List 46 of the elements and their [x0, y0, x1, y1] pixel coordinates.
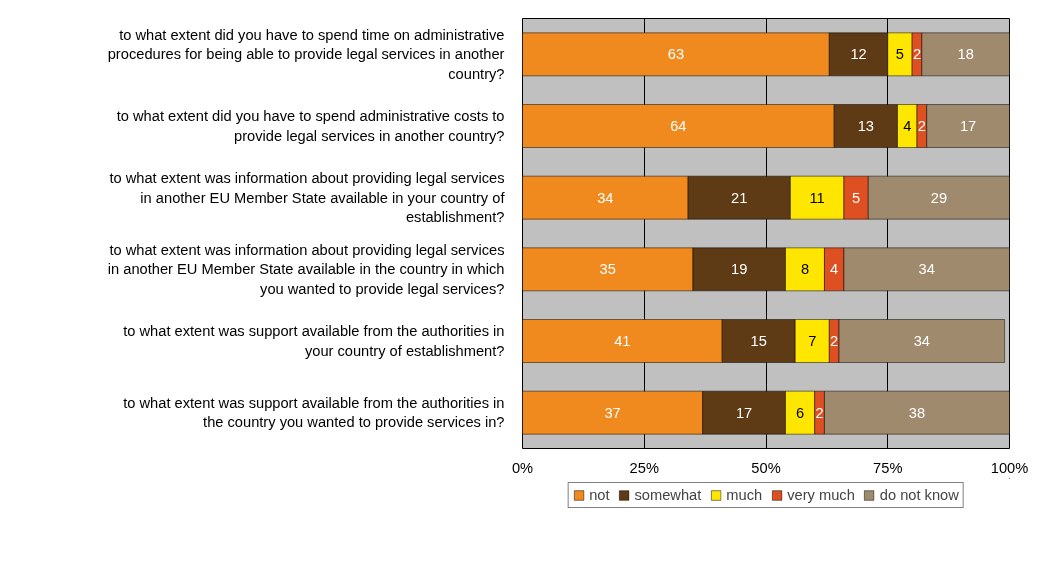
data-label: 4 — [903, 118, 912, 134]
data-label: 38 — [908, 404, 926, 421]
legend-label: not — [589, 487, 610, 503]
legend-label: somewhat — [634, 487, 702, 503]
data-label: 19 — [731, 261, 748, 278]
data-label: 2 — [917, 118, 926, 134]
data-label: 11 — [809, 189, 825, 206]
data-label: 29 — [930, 189, 948, 206]
data-label: 34 — [597, 189, 614, 206]
y-tick-label: to what extent was support available from the authorities in the country you wanted to provide services in? — [123, 395, 505, 431]
x-tick-label: 75% — [873, 459, 903, 476]
y-tick-label: to what extent did you have to spend time on administrative procedures for being able to provide legal services in another country? — [107, 27, 505, 82]
y-tick-label: to what extent was information about providing legal services in another EU Member State available in the country in which you wanted to provide legal services? — [107, 242, 505, 297]
x-tick-label: 25% — [629, 459, 659, 476]
data-label: 5 — [895, 46, 905, 63]
data-label: 8 — [800, 261, 810, 278]
data-label: 2 — [912, 46, 922, 63]
data-label: 64 — [670, 118, 687, 134]
data-label: 17 — [735, 404, 753, 421]
data-label: 21 — [731, 189, 748, 206]
data-label: 6 — [796, 404, 805, 421]
data-label: 18 — [957, 46, 974, 63]
data-label: 37 — [604, 404, 621, 421]
data-label: 34 — [918, 261, 935, 278]
legend-label: do not know — [879, 487, 959, 503]
x-tick-label: 100% — [990, 459, 1029, 476]
y-tick-label: to what extent was support available from the authorities in your country of establishment? — [123, 323, 505, 359]
data-label: 2 — [830, 333, 839, 349]
data-label: 12 — [850, 46, 867, 63]
y-tick-label: to what extent was information about providing legal services in another EU Member State available in your country of establishment? — [109, 170, 506, 225]
data-label: 34 — [913, 333, 930, 349]
x-tick-label: 50% — [751, 459, 781, 476]
data-label: 15 — [750, 333, 767, 349]
y-tick-label: to what extent did you have to spend administrative costs to provide legal services in another country? — [116, 108, 505, 144]
legend-label: much — [726, 487, 763, 503]
data-label: 4 — [830, 261, 839, 278]
legend-label: very much — [787, 487, 855, 503]
data-label: 17 — [959, 118, 977, 134]
data-label: 13 — [857, 118, 874, 134]
x-tick-label: 0% — [511, 459, 534, 476]
data-label: 7 — [808, 333, 817, 349]
data-label: 35 — [599, 261, 616, 278]
data-label: 41 — [614, 333, 631, 349]
data-label: 5 — [852, 189, 861, 206]
data-label: 2 — [815, 404, 824, 421]
data-label: 63 — [667, 46, 685, 63]
